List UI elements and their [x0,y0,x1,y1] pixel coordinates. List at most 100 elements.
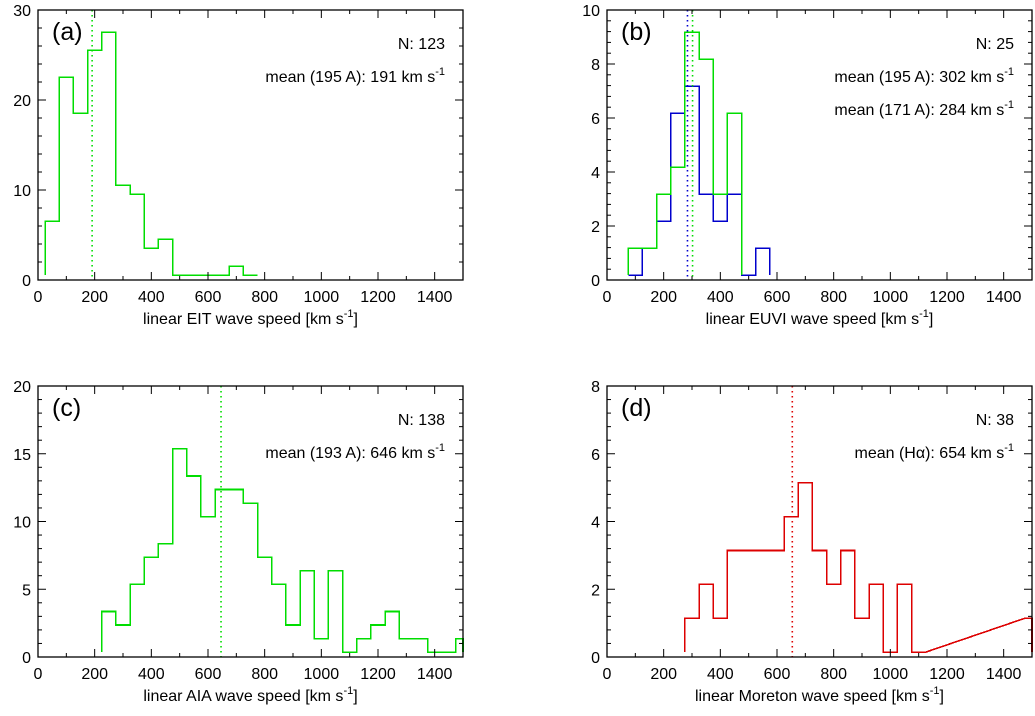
histogram-bin-0-18 [357,639,371,653]
x-tick-label: 1400 [986,289,1022,306]
y-tick-label: 0 [22,273,31,290]
x-tick-label: 1400 [986,666,1022,683]
panel-label: (a) [52,18,83,46]
annotation-text: N: 25 [976,36,1014,53]
histogram-bin-0-17 [1025,618,1032,652]
histogram-bin-0-6 [130,194,144,275]
y-tick-label: 30 [13,3,31,20]
x-tick-label: 600 [195,289,222,306]
x-tick-label: 0 [34,289,43,306]
y-tick-label: 5 [22,582,31,599]
y-tick-label: 6 [591,111,600,128]
y-tick-label: 0 [22,650,31,667]
histogram-bin-0-0 [685,618,699,652]
y-tick-label: 0 [591,650,600,667]
x-tick-label: 400 [138,666,165,683]
annotation-text: N: 38 [976,412,1014,429]
x-axis-label-main: linear EIT wave speed [km s [143,311,344,328]
y-tick-label: 15 [13,447,31,464]
x-tick-label: 1400 [417,666,453,683]
histogram-series-0 [44,31,258,276]
annotation-1: mean (195 A): 191 km s-1 [265,66,445,86]
x-tick-label: 800 [820,289,847,306]
histogram-series-0 [100,448,464,653]
x-axis-label-main: linear Moreton wave speed [km s [695,688,930,705]
panel-label: (c) [52,394,81,422]
histogram-bin-0-14 [300,571,314,652]
y-tick-label: 8 [591,57,600,74]
annotation-0: N: 123 [398,36,445,53]
panel-c: 0 200 400 600 800 1000 1200 1400 0 5 10 15 20 linear … [13,379,464,705]
x-axis-label-end: ] [354,311,358,328]
x-tick-label: 0 [34,666,43,683]
x-axis-label-sup: -1 [930,685,940,697]
histogram-bin-0-10 [243,503,257,652]
histogram-bin-1-3 [671,167,685,275]
y-tick-label: 6 [591,447,600,464]
annotation-0: N: 38 [976,412,1014,429]
annotation-text: mean (193 A): 646 km s [265,445,435,462]
histogram-bin-0-1 [59,77,73,275]
histogram-bin-0-8 [158,239,172,275]
histogram-bin-0-1 [699,584,713,652]
y-tick-label: 4 [591,515,600,532]
panel-d: 0 200 400 600 800 1000 1200 1400 0 2 4 6 8 linear Mor… [591,379,1033,705]
histogram-bin-0-19 [371,625,385,652]
annotation-sup: -1 [435,442,445,454]
annotation-0: N: 138 [398,412,445,429]
y-tick-label: 2 [591,582,600,599]
x-tick-label: 400 [138,289,165,306]
x-tick-label: 800 [820,666,847,683]
annotation-text: mean (Hα): 654 km s [854,445,1004,462]
x-tick-label: 200 [650,666,677,683]
y-tick-label: 8 [591,379,600,396]
histogram-bin-0-7 [144,248,158,275]
x-tick-label: 600 [195,666,222,683]
annotation-1: mean (193 A): 646 km s-1 [265,442,445,462]
histogram-bin-0-2 [130,584,144,652]
histogram-bin-0-1 [116,625,130,652]
histogram-bin-0-20 [385,611,399,652]
x-axis-label-end: ] [940,688,944,705]
histogram-bin-0-7 [201,517,215,653]
histogram-bin-0-9 [812,550,826,652]
panel-a: 0 200 400 600 800 1000 1200 1400 0 10 20 30 linear E… [13,3,464,328]
histogram-bin-1-6 [713,194,727,275]
panel-label: (d) [621,394,652,422]
plot-frame [606,9,1033,281]
histogram-bin-0-4 [102,32,116,275]
x-tick-label: 1000 [304,666,340,683]
histogram-series-0 [684,481,1033,653]
histogram-bin-0-8 [798,483,812,652]
histogram-bin-0-5 [173,449,187,652]
plot-frame [37,9,464,281]
y-tick-label: 10 [13,183,31,200]
histogram-bin-0-10 [827,584,841,652]
x-tick-label: 200 [81,666,108,683]
histogram-bin-0-4 [742,550,756,652]
histogram-bin-0-6 [187,476,201,652]
x-tick-label: 1200 [929,666,965,683]
histogram-bin-0-0 [45,221,59,275]
annotation-sup: -1 [1004,66,1014,78]
annotation-sup: -1 [435,66,445,78]
histogram-bin-0-3 [727,550,741,652]
histogram-bin-0-4 [158,544,172,652]
annotation-text: N: 138 [398,412,445,429]
y-tick-label: 20 [13,379,31,396]
histogram-bin-0-9 [229,490,243,653]
y-tick-label: 2 [591,219,600,236]
x-axis-label-end: ] [929,311,933,328]
x-tick-label: 600 [764,666,791,683]
histogram-bin-0-0 [102,611,116,652]
histogram-bin-0-2 [713,618,727,652]
annotation-text: mean (195 A): 302 km s [834,69,1004,86]
x-axis-label: linear AIA wave speed [km s-1] [143,685,357,705]
x-tick-label: 200 [81,289,108,306]
histogram-bin-1-5 [699,59,713,275]
panel-b: 0 200 400 600 800 1000 1200 1400 0 2 4 6 8 10 linear E… [582,3,1033,328]
x-axis-label: linear EIT wave speed [km s-1] [143,308,358,328]
x-tick-label: 1200 [360,289,396,306]
x-tick-label: 800 [251,289,278,306]
